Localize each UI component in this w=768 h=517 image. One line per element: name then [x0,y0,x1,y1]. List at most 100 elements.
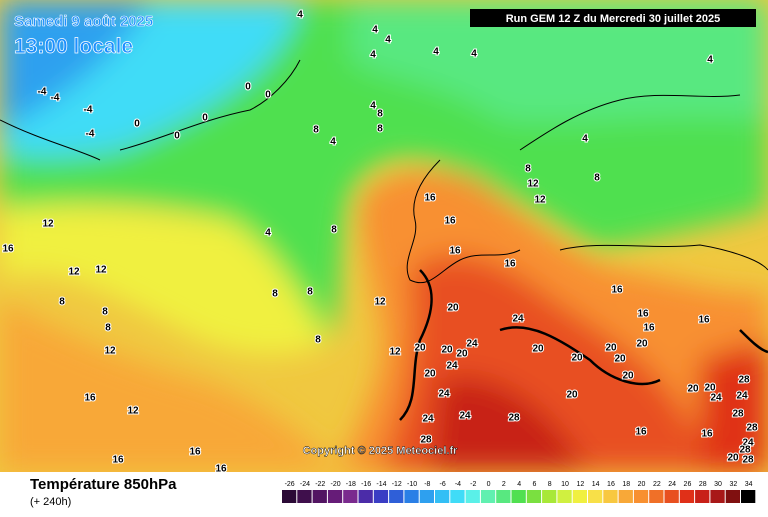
contour-label: 8 [525,164,531,175]
scale-label: 16 [607,481,615,488]
scale-label: -26 [285,481,295,488]
contour-label: 16 [701,429,713,440]
scale-swatch [435,490,450,503]
run-banner [470,9,756,27]
contour-label: 4 [707,55,713,66]
scale-label: -10 [407,481,417,488]
contour-label: 4 [471,49,477,60]
contour-label: 28 [508,413,520,424]
contour-label: 12 [95,265,107,276]
contour-label: 16 [84,393,96,404]
scale-label: 10 [561,481,569,488]
scale-swatch [603,490,618,503]
contour-label: 20 [424,369,436,380]
contour-label: 24 [446,361,458,372]
scale-swatch [557,490,572,503]
scale-label: 26 [684,481,692,488]
scale-label: 14 [592,481,600,488]
scale-label: -20 [330,481,340,488]
scale-swatch [389,490,404,503]
contour-label: 20 [447,303,459,314]
contour-label: 20 [614,354,626,365]
contour-label: 0 [265,90,271,101]
contour-label: 12 [534,195,546,206]
scale-swatch [588,490,603,503]
contour-label: 24 [438,389,450,400]
contour-label: 4 [265,228,271,239]
copyright: Copyright © 2025 Meteociel.fr [303,445,459,457]
contour-label: 12 [127,406,139,417]
contour-label: 16 [643,323,655,334]
scale-swatch [679,490,695,503]
scale-label: -22 [315,481,325,488]
scale-swatch [572,490,587,503]
contour-label: 24 [422,414,434,425]
scale-label: -2 [470,481,476,488]
scale-label: 20 [638,481,646,488]
forecast-lead: (+ 240h) [30,496,71,508]
contour-label: 20 [636,339,648,350]
scale-swatch [450,490,465,503]
scale-label: -8 [424,481,430,488]
contour-label: 20 [605,343,617,354]
scale-swatch [282,490,297,503]
contour-label: 20 [441,345,453,356]
scale-label: 18 [622,481,630,488]
scale-label: 34 [745,481,753,488]
scale-label: -6 [440,481,446,488]
contour-label: 16 [698,315,710,326]
scale-label: 30 [714,481,722,488]
scale-swatch [741,490,756,503]
scale-swatch [373,490,389,503]
scale-swatch [511,490,526,503]
scale-label: -18 [346,481,356,488]
scale-swatch [664,490,679,503]
scale-label: -14 [376,481,386,488]
contour-label: 24 [466,339,478,350]
scale-swatch [695,490,710,503]
contour-label: 0 [174,131,180,142]
contour-label: 8 [594,173,600,184]
contour-label: -4 [86,129,95,140]
contour-label: 16 [112,455,124,466]
contour-label: 0 [202,113,208,124]
map [0,0,768,472]
scale-swatch [725,490,740,503]
contour-label: 0 [134,119,140,130]
scale-label: 6 [532,481,536,488]
contour-label: 4 [385,35,391,46]
contour-label: 28 [746,423,758,434]
map-time: 13:00 locale [14,35,133,58]
contour-label: 28 [738,375,750,386]
scale-swatch [710,490,725,503]
contour-label: 12 [104,346,116,357]
contour-label: 16 [189,447,201,458]
contour-label: 8 [377,124,383,135]
contour-label: -4 [84,105,93,116]
contour-label: 20 [456,349,468,360]
contour-label: 20 [532,344,544,355]
contour-label: 12 [68,267,80,278]
contour-label: 8 [307,287,313,298]
contour-label: 24 [512,314,524,325]
contour-label: 16 [611,285,623,296]
contour-label: 0 [245,82,251,93]
contour-label: 8 [272,289,278,300]
contour-label: 12 [527,179,539,190]
scale-label: 4 [517,481,521,488]
scale-label: 2 [502,481,506,488]
contour-label: 28 [742,455,754,466]
scale-label: -4 [455,481,461,488]
scale-label: 12 [576,481,584,488]
scale-label: 22 [653,481,661,488]
contour-label: 24 [736,391,748,402]
contour-label: 12 [374,297,386,308]
contour-label: -4 [38,87,47,98]
contour-label: 8 [377,109,383,120]
scale-swatch [327,490,343,503]
contour-label: 8 [105,323,111,334]
scale-label: 8 [548,481,552,488]
scale-swatch [297,490,312,503]
scale-label: 0 [487,481,491,488]
